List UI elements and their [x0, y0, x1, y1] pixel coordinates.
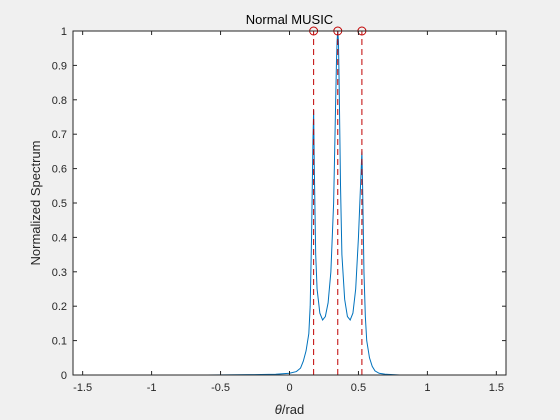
x-ticks: -1.5 -1 -0.5 0 0.5 1 1.5 [73, 31, 504, 394]
x-tick-label: 0.5 [351, 382, 366, 394]
x-axis-label-unit: /rad [282, 402, 304, 417]
y-tick-label: 0.7 [52, 129, 67, 141]
y-axis-label: Normalized Spectrum [28, 141, 43, 266]
y-tick-label: 0.8 [52, 95, 67, 107]
y-tick-label: 0.4 [52, 232, 67, 244]
y-tick-label: 0 [61, 370, 67, 382]
x-tick-label: 1.5 [489, 382, 504, 394]
y-ticks: 0 0.1 0.2 0.3 0.4 0.5 0.6 0.7 0.8 0.9 1 [52, 26, 506, 382]
chart-title: Normal MUSIC [246, 12, 333, 27]
y-tick-label: 0.3 [52, 267, 67, 279]
y-tick-label: 0.5 [52, 198, 67, 210]
y-tick-label: 0.2 [52, 301, 67, 313]
y-tick-label: 0.6 [52, 164, 67, 176]
y-tick-label: 0.9 [52, 60, 67, 72]
x-tick-label: -1.5 [73, 382, 92, 394]
x-tick-label: 1 [424, 382, 430, 394]
y-tick-label: 1 [61, 26, 67, 38]
y-tick-label: 0.1 [52, 336, 67, 348]
x-axis-label-symbol: θ [275, 402, 282, 417]
x-tick-label: 0 [286, 382, 292, 394]
x-axis-label: θ/rad [275, 402, 304, 417]
x-tick-label: -1 [147, 382, 157, 394]
plot-area [73, 31, 506, 375]
x-tick-label: -0.5 [211, 382, 230, 394]
